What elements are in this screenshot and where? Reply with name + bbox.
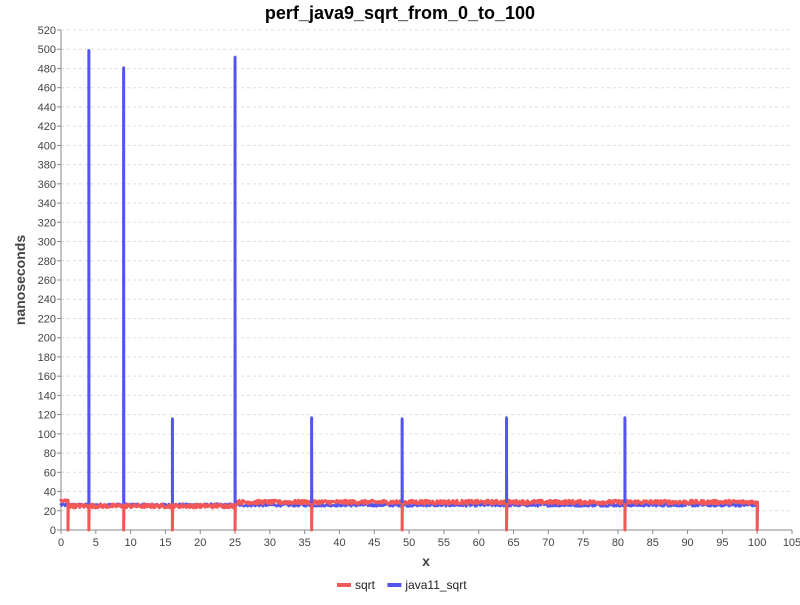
y-tick-label: 500 — [38, 44, 56, 56]
x-tick-label: 65 — [507, 537, 519, 549]
x-tick-label: 75 — [577, 537, 589, 549]
chart-title: perf_java9_sqrt_from_0_to_100 — [265, 3, 535, 23]
y-tick-label: 420 — [38, 121, 56, 133]
x-tick-label: 20 — [194, 537, 206, 549]
y-tick-label: 180 — [38, 352, 56, 364]
y-tick-label: 240 — [38, 294, 56, 306]
x-tick-label: 10 — [124, 537, 136, 549]
y-tick-label: 300 — [38, 237, 56, 249]
legend: sqrt java11_sqrt — [337, 578, 467, 592]
y-tick-label: 220 — [38, 313, 56, 325]
y-tick-label: 360 — [38, 179, 56, 191]
y-tick-label: 340 — [38, 198, 56, 210]
y-tick-label: 200 — [38, 333, 56, 345]
x-tick-label: 105 — [783, 537, 800, 549]
x-tick-label: 5 — [93, 537, 99, 549]
y-tick-label: 320 — [38, 217, 56, 229]
x-tick-label: 50 — [403, 537, 415, 549]
x-tick-label: 100 — [748, 537, 766, 549]
grid — [61, 29, 792, 530]
x-tick-label: 60 — [473, 537, 485, 549]
y-tick-label: 100 — [38, 429, 56, 441]
y-tick-label: 280 — [38, 256, 56, 268]
y-tick-label: 400 — [38, 140, 56, 152]
y-tick-label: 260 — [38, 275, 56, 287]
x-tick-label: 85 — [647, 537, 659, 549]
y-tick-label: 40 — [44, 487, 56, 499]
x-tick-label: 90 — [681, 537, 693, 549]
x-tick-label: 70 — [542, 537, 554, 549]
y-tick-label: 0 — [50, 525, 56, 537]
legend-label: sqrt — [355, 578, 376, 592]
x-tick-label: 25 — [229, 537, 241, 549]
series-layer — [59, 48, 760, 532]
x-axis-label: x — [422, 553, 430, 569]
series-line-sqrt — [59, 498, 760, 532]
x-tick-label: 95 — [716, 537, 728, 549]
y-tick-label: 520 — [38, 25, 56, 37]
y-tick-label: 140 — [38, 390, 56, 402]
x-tick-label: 80 — [612, 537, 624, 549]
x-tick-label: 30 — [264, 537, 276, 549]
x-tick-label: 40 — [333, 537, 345, 549]
x-tick-label: 55 — [438, 537, 450, 549]
y-tick-label: 440 — [38, 102, 56, 114]
x-tick-label: 15 — [159, 537, 171, 549]
axes: 0204060801001201401601802002202402602803… — [38, 25, 800, 549]
y-tick-label: 80 — [44, 448, 56, 460]
x-tick-label: 0 — [58, 537, 64, 549]
y-tick-label: 120 — [38, 410, 56, 422]
y-axis-label: nanoseconds — [12, 235, 28, 325]
legend-label: java11_sqrt — [404, 578, 467, 592]
y-tick-label: 60 — [44, 467, 56, 479]
y-tick-label: 160 — [38, 371, 56, 383]
legend-swatch — [337, 583, 351, 587]
y-tick-label: 460 — [38, 83, 56, 95]
legend-swatch — [387, 583, 402, 587]
x-tick-label: 45 — [368, 537, 380, 549]
y-tick-label: 480 — [38, 63, 56, 75]
y-tick-label: 380 — [38, 160, 56, 172]
x-tick-label: 35 — [299, 537, 311, 549]
y-tick-label: 20 — [44, 506, 56, 518]
